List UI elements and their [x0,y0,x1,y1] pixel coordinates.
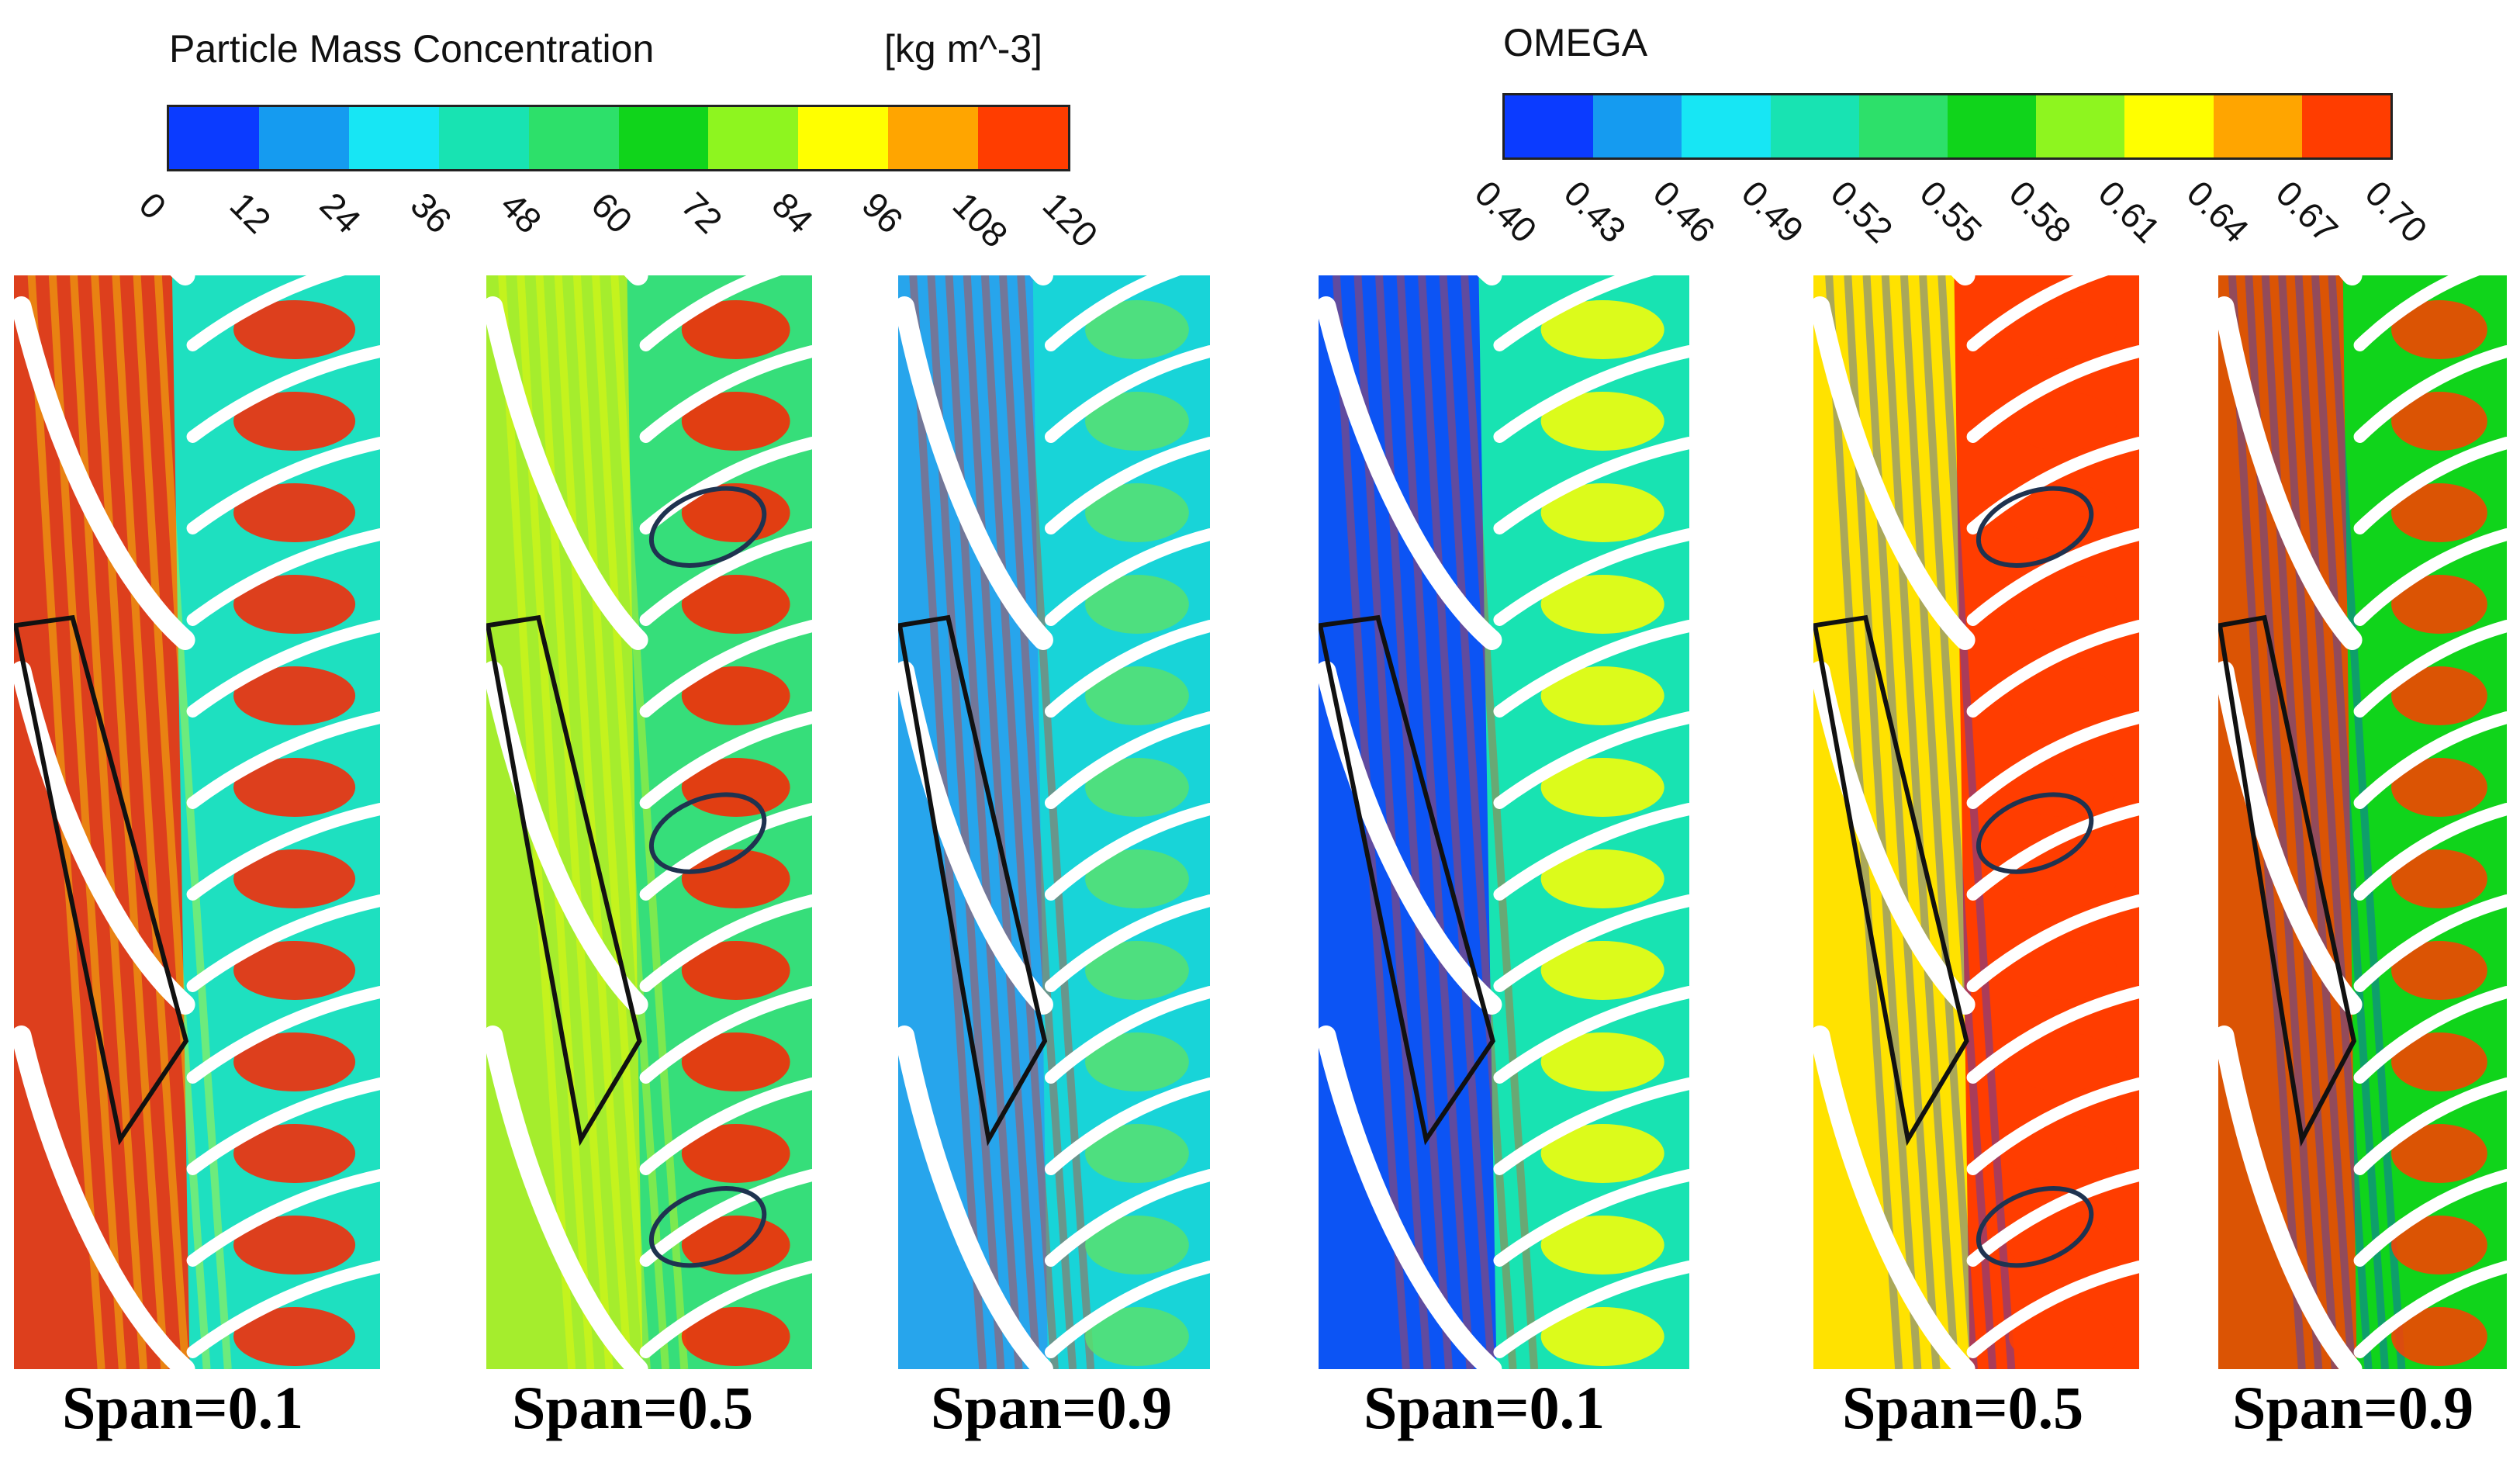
colorbar-swatch [2124,95,2214,157]
highlight-box [486,614,642,1147]
highlight-ellipse [648,486,767,568]
colorbar-tick-label: 0.70 [2357,172,2435,251]
colorbar-swatch [258,107,349,169]
span-label-4: Span=0.1 [1364,1374,1606,1441]
colorbar-swatch [1948,95,2037,157]
colorbar-swatch [1858,95,1948,157]
colorbar-swatch [708,107,799,169]
colorbar-tick-label: 0.61 [2090,172,2169,251]
contour-field [486,275,812,1369]
span-label-2: Span=0.5 [512,1374,754,1441]
contour-field [2218,275,2507,1369]
highlight-box [2218,614,2356,1147]
colorbar-swatch [978,107,1069,169]
highlight-box [1813,614,1969,1147]
colorbar-tick-label: 0.58 [2001,172,2079,251]
concentration-legend-unit: [kg m^-3] [884,27,1043,71]
colorbar-tick-label: 0.67 [2268,172,2346,251]
omega-legend-title: OMEGA [1503,21,1648,64]
colorbar-swatch [1593,95,1682,157]
contour-field [898,275,1210,1369]
colorbar-tick-label: 24 [312,184,369,241]
omega-colorbar [1502,93,2393,160]
colorbar-tick-label: 72 [673,184,731,241]
colorbar-swatch [798,107,889,169]
contour-field [1319,275,1689,1369]
highlight-ellipse [1976,792,2094,874]
colorbar-tick-label: 60 [583,184,640,241]
colorbar-tick-label: 0.49 [1734,172,1812,251]
contour-panel-omega-span-0-9 [2218,275,2507,1369]
colorbar-tick-label: 0 [131,184,175,227]
colorbar-tick-label: 120 [1035,184,1106,255]
span-label-3: Span=0.9 [931,1374,1173,1441]
colorbar-tick-label: 48 [493,184,550,241]
colorbar-swatch [2301,95,2391,157]
colorbar-tick-label: 108 [945,184,1016,255]
colorbar-swatch [1770,95,1859,157]
highlight-ellipse [1976,1186,2094,1268]
colorbar-tick-label: 96 [854,184,911,241]
highlight-ellipse [648,1186,767,1268]
contour-panel-concentration-span-0-5 [486,275,812,1369]
contour-panel-omega-span-0-5 [1813,275,2139,1369]
colorbar-tick-label: 0.55 [1912,172,1990,251]
highlight-box [898,614,1048,1147]
colorbar-swatch [618,107,709,169]
colorbar-swatch [1505,95,1594,157]
contour-panel-concentration-span-0-1 [14,275,380,1369]
colorbar-swatch [1682,95,1771,157]
colorbar-tick-label: 36 [403,184,459,241]
concentration-colorbar [167,105,1070,171]
colorbar-swatch [528,107,619,169]
colorbar-tick-label: 0.40 [1467,172,1545,251]
contour-panel-omega-span-0-1 [1319,275,1689,1369]
contour-panel-concentration-span-0-9 [898,275,1210,1369]
contour-field [14,275,380,1369]
colorbar-tick-label: 0.52 [1823,172,1901,251]
colorbar-tick-label: 12 [222,184,278,241]
colorbar-swatch [888,107,979,169]
colorbar-swatch [169,107,259,169]
span-label-6: Span=0.9 [2232,1374,2474,1441]
colorbar-tick-label: 84 [764,184,821,241]
highlight-box [1319,614,1495,1146]
concentration-legend-title: Particle Mass Concentration [169,27,655,71]
span-label-1: Span=0.1 [62,1374,304,1441]
colorbar-swatch [2213,95,2302,157]
colorbar-swatch [348,107,439,169]
colorbar-swatch [438,107,529,169]
colorbar-swatch [2036,95,2125,157]
contour-field [1813,275,2139,1369]
span-label-5: Span=0.5 [1842,1374,2084,1441]
highlight-ellipse [648,792,767,874]
colorbar-tick-label: 0.43 [1556,172,1634,251]
colorbar-tick-label: 0.46 [1645,172,1723,251]
highlight-box [14,614,189,1146]
highlight-ellipse [1976,486,2094,568]
colorbar-tick-label: 0.64 [2179,172,2257,251]
